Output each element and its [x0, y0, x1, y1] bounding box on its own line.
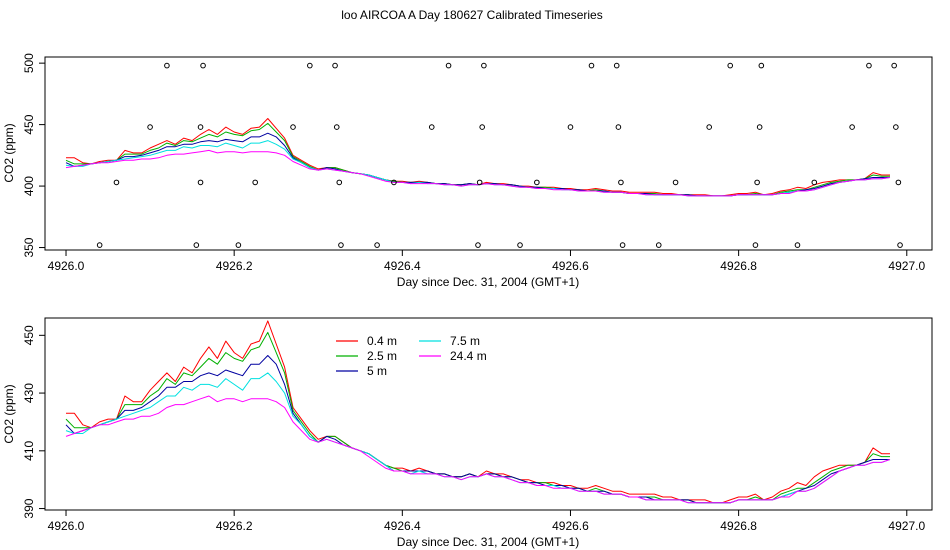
bottom-y-axis: 390 410 430 450 — [22, 325, 45, 519]
top-y-axis: 350 400 450 500 — [22, 53, 45, 258]
top-series-line-24-4-m — [65, 149, 891, 197]
bottom-y-tick-label: 390 — [22, 498, 36, 518]
status-point — [391, 179, 397, 186]
status-point — [235, 242, 242, 248]
status-point — [164, 62, 170, 69]
top-status-points — [96, 62, 903, 248]
legend-label-7-5m: 7.5 m — [450, 334, 480, 348]
bottom-x-axis-label: Day since Dec. 31, 2004 (GMT+1) — [397, 535, 579, 549]
status-point — [374, 242, 380, 248]
status-point — [96, 242, 103, 248]
status-point — [147, 124, 153, 130]
top-x-axis-label: Day since Dec. 31, 2004 (GMT+1) — [397, 275, 579, 289]
status-point — [481, 62, 487, 69]
bottom-series-line-5-m — [65, 355, 890, 504]
status-point — [332, 62, 338, 69]
status-point — [891, 62, 897, 69]
bottom-y-tick-label: 430 — [22, 383, 36, 403]
status-point — [706, 124, 712, 130]
legend: 0.4 m 2.5 m 5 m 7.5 m 24.4 m — [336, 334, 487, 378]
legend-label-5m: 5 m — [367, 364, 387, 378]
status-point — [476, 179, 483, 186]
status-point — [613, 62, 620, 69]
top-series-line-7-5-m — [65, 140, 891, 197]
bottom-x-tick-label: 4927.0 — [888, 519, 925, 533]
top-y-tick-label: 400 — [22, 176, 36, 196]
status-point — [338, 242, 344, 248]
status-point — [428, 124, 435, 130]
status-point — [672, 179, 679, 186]
status-point — [849, 124, 855, 130]
bottom-x-tick-label: 4926.4 — [384, 519, 421, 533]
status-point — [197, 179, 204, 186]
bottom-panel: 4926.0 4926.2 4926.4 4926.6 4926.8 4927.0 390… — [2, 317, 933, 549]
status-point — [756, 124, 763, 130]
legend-label-0-4m: 0.4 m — [367, 334, 397, 348]
bottom-x-tick-label: 4926.0 — [48, 519, 85, 533]
status-point — [197, 124, 204, 130]
status-point — [567, 124, 574, 130]
bottom-x-tick-label: 4926.8 — [720, 519, 757, 533]
top-series-line-5-m — [65, 132, 890, 197]
bottom-series-lines — [65, 320, 891, 504]
bottom-series-line-24-4-m — [65, 395, 891, 504]
top-x-tick-label: 4926.4 — [384, 259, 421, 273]
status-point — [752, 242, 759, 248]
status-point — [333, 124, 340, 130]
top-x-axis: 4926.0 4926.2 4926.4 4926.6 4926.8 4927.0 — [48, 250, 925, 273]
top-x-tick-label: 4926.0 — [48, 259, 85, 273]
top-y-tick-label: 500 — [22, 53, 36, 73]
bottom-plot-frame — [44, 317, 933, 511]
status-point — [252, 179, 258, 186]
status-point — [479, 124, 485, 130]
top-y-tick-label: 350 — [22, 237, 36, 257]
status-point — [893, 124, 899, 130]
status-point — [618, 179, 624, 186]
bottom-y-axis-label: CO2 (ppm) — [2, 384, 16, 443]
status-point — [200, 62, 206, 69]
status-point — [794, 242, 801, 248]
status-point — [811, 179, 818, 186]
bottom-series-line-7-5-m — [65, 372, 891, 504]
bottom-y-tick-label: 410 — [22, 440, 36, 460]
figure-title: loo AIRCOA A Day 180627 Calibrated Times… — [341, 8, 602, 22]
status-point — [336, 179, 343, 186]
bottom-x-axis: 4926.0 4926.2 4926.4 4926.6 4926.8 4927.0 — [48, 510, 925, 533]
top-panel: 4926.0 4926.2 4926.4 4926.6 4926.8 4927.0 350… — [2, 53, 933, 289]
status-point — [619, 242, 626, 248]
status-point — [534, 179, 540, 186]
top-y-tick-label: 450 — [22, 114, 36, 134]
top-x-tick-label: 4927.0 — [888, 259, 925, 273]
status-point — [475, 242, 481, 248]
status-point — [290, 124, 296, 130]
top-x-tick-label: 4926.2 — [216, 259, 253, 273]
status-point — [897, 242, 903, 248]
bottom-x-tick-label: 4926.2 — [216, 519, 253, 533]
status-point — [758, 62, 765, 69]
status-point — [445, 62, 452, 69]
status-point — [895, 179, 902, 186]
legend-label-24-4m: 24.4 m — [450, 349, 487, 363]
top-x-tick-label: 4926.8 — [720, 259, 757, 273]
status-point — [754, 179, 760, 186]
status-point — [588, 62, 595, 69]
status-point — [866, 62, 872, 69]
top-plot-frame — [44, 56, 933, 251]
status-point — [727, 62, 734, 69]
status-point — [307, 62, 313, 69]
legend-label-2-5m: 2.5 m — [367, 349, 397, 363]
top-x-tick-label: 4926.6 — [552, 259, 589, 273]
status-point — [655, 242, 662, 248]
top-series-lines — [65, 118, 891, 197]
status-point — [113, 179, 120, 186]
top-y-axis-label: CO2 (ppm) — [2, 123, 16, 182]
status-point — [615, 124, 622, 130]
bottom-x-tick-label: 4926.6 — [552, 519, 589, 533]
status-point — [517, 242, 523, 248]
bottom-y-tick-label: 450 — [22, 325, 36, 345]
status-point — [193, 242, 200, 248]
